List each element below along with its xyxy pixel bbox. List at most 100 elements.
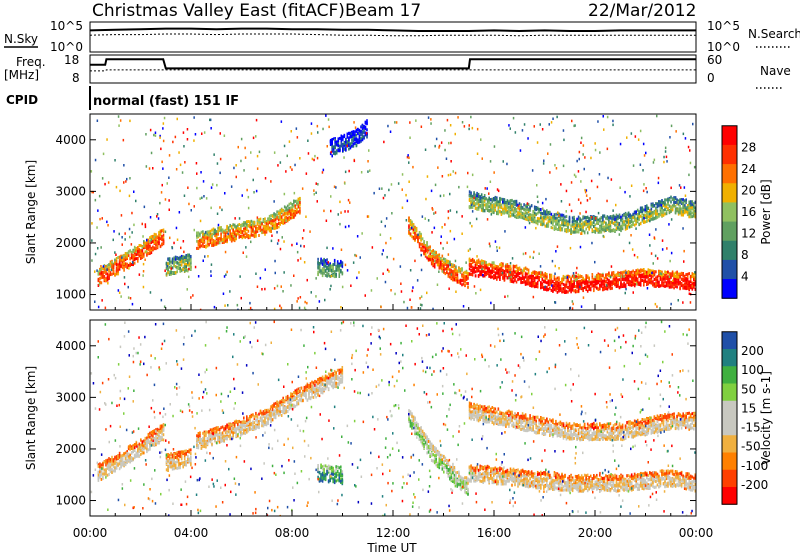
colorbar-tick-label: 8 [741,248,749,262]
y-tick-label: 2000 [55,442,86,456]
data-band-5 [468,464,696,493]
data-band-2 [196,366,344,450]
colorbar-cell [722,259,737,280]
y-tick-label: 2000 [55,236,86,250]
freq-series [90,58,696,70]
colorbar-frame [721,331,738,505]
power-panel: 1000 2000 3000 4000 Slant Range [km] 28 24 20… [24,113,773,311]
x-tick-label: 00:00 [73,526,108,540]
colorbar-tick-label: 12 [741,227,756,241]
noise-series-0 [89,27,696,33]
freq-label-1: Freq. [16,55,46,69]
data-band-4 [408,216,469,289]
y-tick-label: 3000 [55,184,86,198]
colorbar-cell [722,240,737,261]
colorbar-frame [721,125,738,299]
colorbar-tick-label: 16 [741,205,756,219]
data-band-6 [468,401,696,442]
colorbar-cell [722,486,737,505]
noise-left-tick-top: 10^5 [50,19,83,33]
cpid-panel: CPID normal (fast) 151 IF [6,86,239,110]
y-tick-label: 3000 [55,390,86,404]
x-tick-label: 00:00 [679,526,714,540]
colorbar-tick-label: 15 [741,401,756,415]
colorbar-tick-label: 100 [741,363,764,377]
colorbar-tick-label: -100 [741,459,768,473]
data-band-5 [468,257,696,294]
colorbar-cell [722,452,737,471]
colorbar-cell [722,164,737,184]
cpid-value: normal (fast) 151 IF [93,94,239,109]
colorbar-tick-label: 24 [741,162,756,176]
data-band-4 [408,409,469,496]
beam-label: Beam 17 [345,1,421,21]
colorbar-tick-label: 4 [741,270,749,284]
freq-right-tick-bottom: 0 [707,71,715,85]
colorbar-tick-label: 50 [741,382,756,396]
data-band-6 [468,190,696,235]
data-band-1 [165,253,192,277]
colorbar-cell [722,383,737,402]
colorbar-cell [722,221,737,242]
y-tick-label: 1000 [55,494,86,508]
date-label: 22/Mar/2012 [588,1,696,21]
colorbar-tick-label: -15 [741,421,761,435]
noise-panel: N.Sky 10^5 10^0 10^5 10^0 N.Search [4,19,800,54]
velocity-ylabel: Slant Range [km] [24,366,38,470]
frequency-panel: Freq. [MHz] 18 8 60 0 Nave [4,53,791,89]
freq-right-tick-top: 60 [707,53,722,67]
freq-label-2: [MHz] [4,68,39,82]
colorbar-cell [722,183,737,203]
x-tick-label: 16:00 [477,526,512,540]
colorbar-cell [722,435,737,453]
noise-left-label: N.Sky [4,32,38,46]
cpid-label: CPID [6,93,38,107]
data-band-0 [97,423,165,482]
power-colorbar-label: Power [dB] [759,179,773,244]
freq-left-tick-top: 18 [64,53,79,67]
colorbar-cell [722,202,737,223]
power-ylabel: Slant Range [km] [24,160,38,264]
colorbar-cell [722,469,737,488]
colorbar-tick-label: 200 [741,344,764,358]
x-tick-label: 04:00 [174,526,209,540]
freq-left-tick-bottom: 8 [72,71,80,85]
velocity-panel: 1000 2000 3000 4000 Slant Range [km] 200 100… [24,319,773,554]
data-band-1 [165,448,192,472]
colorbar-cell [722,400,737,419]
colorbar-cell [722,331,737,350]
y-tick-label: 4000 [55,133,86,147]
data-band-0 [97,228,165,287]
noise-right-tick-top: 10^5 [707,19,740,33]
data-band-3 [317,257,344,279]
scatter-points [90,114,696,310]
colorbar-cell [722,418,737,436]
scatter-points [90,320,696,516]
colorbar-tick-label: -200 [741,478,768,492]
colorbar-cell [722,349,737,367]
velocity-colorbar-label: Velocity [m s-1] [759,371,773,465]
data-band-7 [329,119,368,158]
data-band-2 [196,196,301,250]
data-band-3 [317,463,344,486]
y-tick-label: 1000 [55,288,86,302]
colorbar-cell [722,279,737,299]
noise-left-tick-bottom: 10^0 [50,40,83,54]
nave-label: Nave [760,64,791,78]
colorbar-cell [722,366,737,385]
plot-title: Christmas Valley East (fitACF) [92,1,345,21]
x-tick-label: 20:00 [578,526,613,540]
colorbar-cell [722,125,737,146]
nave-series [90,69,696,72]
noise-right-tick-bottom: 10^0 [707,40,740,54]
x-tick-label: 08:00 [275,526,310,540]
x-tick-label: 12:00 [376,526,411,540]
x-axis-label: Time UT [366,541,417,554]
y-tick-label: 4000 [55,339,86,353]
colorbar-tick-label: -50 [741,440,761,454]
colorbar-tick-label: 28 [741,140,756,154]
colorbar-tick-label: 20 [741,183,756,197]
noise-series-1 [89,33,696,37]
noise-right-label: N.Search [748,27,800,41]
